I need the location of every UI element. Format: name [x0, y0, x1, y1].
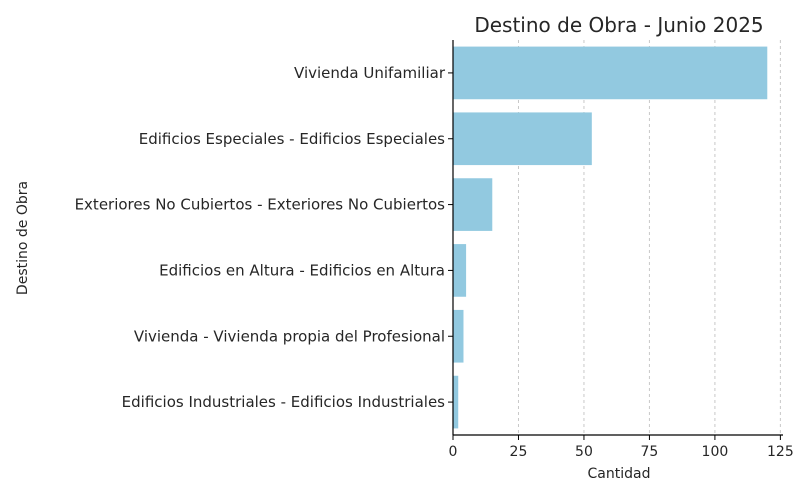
category-label-1: Edificios Especiales - Edificios Especia… — [139, 130, 445, 148]
category-label-5: Edificios Industriales - Edificios Indus… — [122, 393, 445, 411]
bar-3 — [453, 244, 467, 297]
y-axis-label: Destino de Obra — [15, 181, 31, 295]
x-axis-label: Cantidad — [588, 466, 651, 482]
category-label-2: Exteriores No Cubiertos - Exteriores No … — [75, 196, 446, 214]
bar-2 — [453, 178, 493, 231]
x-tick-label-2: 50 — [575, 444, 593, 460]
bar-4 — [453, 309, 464, 363]
x-tick-label-1: 25 — [510, 444, 528, 460]
x-tick-label-4: 100 — [702, 444, 729, 460]
x-tick-label-5: 125 — [767, 444, 794, 460]
chart-title: Destino de Obra - Junio 2025 — [474, 13, 763, 37]
category-label-0: Vivienda Unifamiliar — [294, 64, 446, 82]
bars — [453, 46, 768, 429]
x-tick-label-3: 75 — [641, 444, 659, 460]
category-label-4: Vivienda - Vivienda propia del Profesion… — [134, 327, 445, 345]
bar-1 — [453, 112, 592, 166]
x-axis-ticks: 0 25 50 75 100 125 — [449, 435, 794, 460]
category-label-3: Edificios en Altura - Edificios en Altur… — [159, 261, 445, 279]
x-tick-label-0: 0 — [449, 444, 458, 460]
bar-0 — [453, 46, 768, 100]
bar-5 — [453, 375, 459, 429]
category-labels: Vivienda Unifamiliar Edificios Especiales… — [75, 64, 453, 411]
